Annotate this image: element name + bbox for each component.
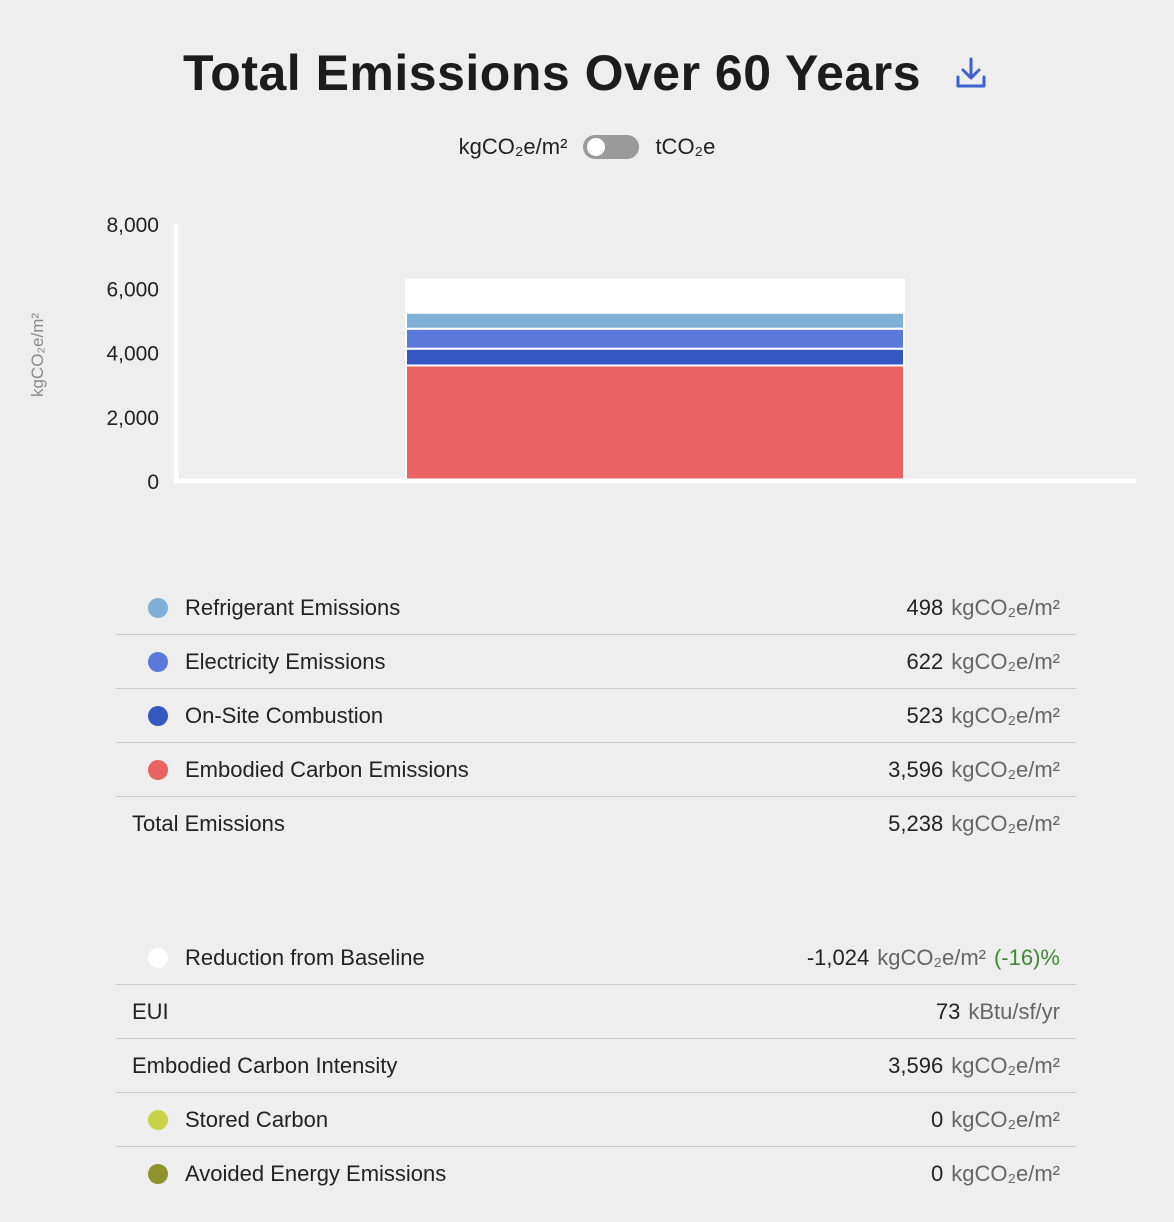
y-tick-label: 2,000 [106,407,159,430]
list-item-embodied: Embodied Carbon Emissions 3,596 kgCO₂e/m… [116,743,1076,797]
download-icon [956,57,986,88]
row-unit: kgCO₂e/m² [951,756,1060,782]
row-label: EUI [132,998,169,1024]
bar-segment-embodied-carbon-emissions [405,364,905,482]
row-label: Total Emissions [132,810,285,836]
stored-dot-icon [148,1109,168,1130]
combustion-dot-icon [148,705,168,726]
row-label: Avoided Energy Emissions [185,1160,447,1186]
unit-left-label[interactable]: kgCO₂e/m² [458,134,568,159]
row-unit: kBtu/sf/yr [968,998,1060,1024]
row-value: -1,024 [806,944,870,970]
metrics-list: Reduction from Baseline -1,024 kgCO₂e/m²… [116,931,1076,1200]
emissions-chart: kgCO₂e/m² 8,000 6,000 4,000 2,000 0 [28,214,1136,494]
emissions-breakdown: Refrigerant Emissions 498 kgCO₂e/m² Elec… [116,581,1076,850]
list-item-stored: Stored Carbon 0 kgCO₂e/m² [116,1093,1076,1147]
row-unit: kgCO₂e/m² [877,944,986,970]
list-item-baseline: Reduction from Baseline -1,024 kgCO₂e/m²… [116,931,1076,985]
switch-knob[interactable] [587,138,606,156]
y-axis-label: kgCO₂e/m² [28,313,47,397]
row-label: On-Site Combustion [185,702,384,728]
bar-segment-refrigerant-emissions [405,311,905,330]
list-item-eui: EUI 73 kBtu/sf/yr [116,985,1076,1039]
baseline-dot-icon [148,947,168,968]
row-value: 3,596 [888,1052,944,1078]
unit-right-label[interactable]: tCO₂e [655,134,716,159]
y-axis-ticks: 8,000 6,000 4,000 2,000 0 [106,214,159,494]
row-value: 0 [930,1160,944,1186]
row-unit: kgCO₂e/m² [951,1052,1060,1078]
embodied-dot-icon [148,759,168,780]
row-value: 3,596 [888,756,944,782]
bar-segment-electricity-emissions [405,327,905,350]
row-label: Embodied Carbon Emissions [185,756,469,782]
y-tick-label: 6,000 [106,278,159,301]
page-title: Total Emissions Over 60 Years [182,45,922,101]
row-value: 622 [906,648,944,674]
row-unit: kgCO₂e/m² [951,1160,1060,1186]
row-value: 0 [930,1106,944,1132]
row-value: 5,238 [888,810,944,836]
row-label: Refrigerant Emissions [185,594,401,620]
chart-header: Total Emissions Over 60 Years [0,44,1174,102]
y-tick-label: 0 [147,471,159,494]
download-button[interactable] [951,53,991,93]
avoided-dot-icon [148,1163,168,1184]
list-item-avoided: Avoided Energy Emissions 0 kgCO₂e/m² [116,1147,1076,1200]
row-value: 73 [935,998,961,1024]
refrigerant-dot-icon [148,597,168,618]
list-item-total: Total Emissions 5,238 kgCO₂e/m² [116,797,1076,850]
row-percent: (-16)% [993,944,1060,970]
row-value: 523 [906,702,944,728]
row-label: Electricity Emissions [185,648,386,674]
bar-segment-reduction-from-baseline [405,278,905,314]
row-unit: kgCO₂e/m² [951,1106,1060,1132]
row-value: 498 [906,594,944,620]
row-unit: kgCO₂e/m² [951,594,1060,620]
list-item-eci: Embodied Carbon Intensity 3,596 kgCO₂e/m… [116,1039,1076,1093]
unit-switch[interactable] [583,135,640,159]
row-label: Stored Carbon [185,1106,329,1132]
list-item-refrigerant: Refrigerant Emissions 498 kgCO₂e/m² [116,581,1076,635]
unit-toggle: kgCO₂e/m² tCO₂e [0,134,1174,160]
list-item-electricity: Electricity Emissions 622 kgCO₂e/m² [116,635,1076,689]
row-label: Reduction from Baseline [185,944,425,970]
list-item-combustion: On-Site Combustion 523 kgCO₂e/m² [116,689,1076,743]
row-unit: kgCO₂e/m² [951,702,1060,728]
row-unit: kgCO₂e/m² [951,810,1060,836]
stacked-bar [405,278,905,482]
electricity-dot-icon [148,651,168,672]
y-tick-label: 4,000 [106,343,159,366]
row-unit: kgCO₂e/m² [951,648,1060,674]
y-tick-label: 8,000 [106,214,159,237]
row-label: Embodied Carbon Intensity [132,1052,398,1078]
bar-segment-on-site-combustion [405,347,905,367]
